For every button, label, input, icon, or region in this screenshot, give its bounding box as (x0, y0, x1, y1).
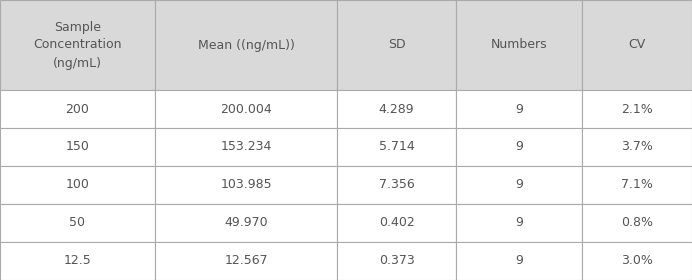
Text: 9: 9 (515, 216, 523, 230)
Bar (456, 128, 582, 166)
Text: 9: 9 (515, 102, 523, 116)
Bar (155, 166, 337, 204)
Text: Sample
Concentration
(ng/mL): Sample Concentration (ng/mL) (33, 20, 122, 69)
Bar (456, 166, 582, 204)
Bar (155, 0, 337, 90)
Text: 200: 200 (66, 102, 89, 116)
Text: 3.0%: 3.0% (621, 255, 653, 267)
Text: 9: 9 (515, 141, 523, 153)
Bar (456, 0, 582, 90)
Bar (337, 204, 456, 242)
Text: 200.004: 200.004 (220, 102, 272, 116)
Text: 153.234: 153.234 (220, 141, 272, 153)
Text: 150: 150 (66, 141, 89, 153)
Text: 3.7%: 3.7% (621, 141, 653, 153)
Text: 7.356: 7.356 (379, 179, 415, 192)
Bar (337, 166, 456, 204)
Bar (155, 128, 337, 166)
Text: 2.1%: 2.1% (621, 102, 653, 116)
Text: 5.714: 5.714 (379, 141, 415, 153)
Text: 49.970: 49.970 (224, 216, 268, 230)
Text: 9: 9 (515, 255, 523, 267)
Text: 9: 9 (515, 179, 523, 192)
Bar (0, 166, 155, 204)
Bar (155, 242, 337, 280)
Text: 50: 50 (69, 216, 86, 230)
Text: 4.289: 4.289 (379, 102, 415, 116)
Text: Numbers: Numbers (491, 39, 547, 52)
Bar (155, 90, 337, 128)
Bar (582, 204, 692, 242)
Bar (582, 0, 692, 90)
Bar (337, 90, 456, 128)
Bar (582, 242, 692, 280)
Text: SD: SD (388, 39, 406, 52)
Bar (337, 0, 456, 90)
Bar (0, 242, 155, 280)
Text: 0.373: 0.373 (379, 255, 415, 267)
Text: 7.1%: 7.1% (621, 179, 653, 192)
Text: 103.985: 103.985 (220, 179, 272, 192)
Bar (337, 128, 456, 166)
Bar (0, 0, 155, 90)
Bar (456, 204, 582, 242)
Text: 12.567: 12.567 (224, 255, 268, 267)
Bar (456, 90, 582, 128)
Bar (582, 166, 692, 204)
Text: CV: CV (628, 39, 646, 52)
Bar (0, 90, 155, 128)
Bar (582, 128, 692, 166)
Text: 0.8%: 0.8% (621, 216, 653, 230)
Bar (0, 128, 155, 166)
Text: 12.5: 12.5 (64, 255, 91, 267)
Text: Mean ((ng/mL)): Mean ((ng/mL)) (197, 39, 294, 52)
Text: 0.402: 0.402 (379, 216, 415, 230)
Bar (456, 242, 582, 280)
Text: 100: 100 (66, 179, 89, 192)
Bar (0, 204, 155, 242)
Bar (582, 90, 692, 128)
Bar (155, 204, 337, 242)
Bar (337, 242, 456, 280)
